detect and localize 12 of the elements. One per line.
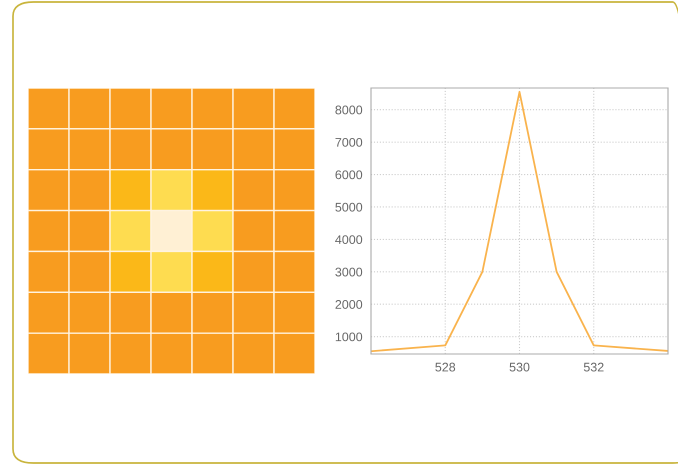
y-tick-label: 5000 — [335, 202, 362, 212]
y-tick-label: 8000 — [335, 106, 362, 114]
y-tick-label: 1000 — [336, 332, 362, 342]
x-tick-label: 530 — [510, 362, 530, 372]
y-tick-label: 6000 — [335, 170, 362, 180]
line-series — [371, 90, 668, 352]
y-tick-label: 2000 — [335, 300, 362, 309]
y-tick-label: 7000 — [336, 138, 362, 147]
x-tick-label: 532 — [584, 362, 604, 372]
y-tick-label: 4000 — [335, 235, 362, 244]
y-tick-label: 3000 — [335, 268, 362, 276]
x-tick-label: 528 — [435, 362, 456, 372]
